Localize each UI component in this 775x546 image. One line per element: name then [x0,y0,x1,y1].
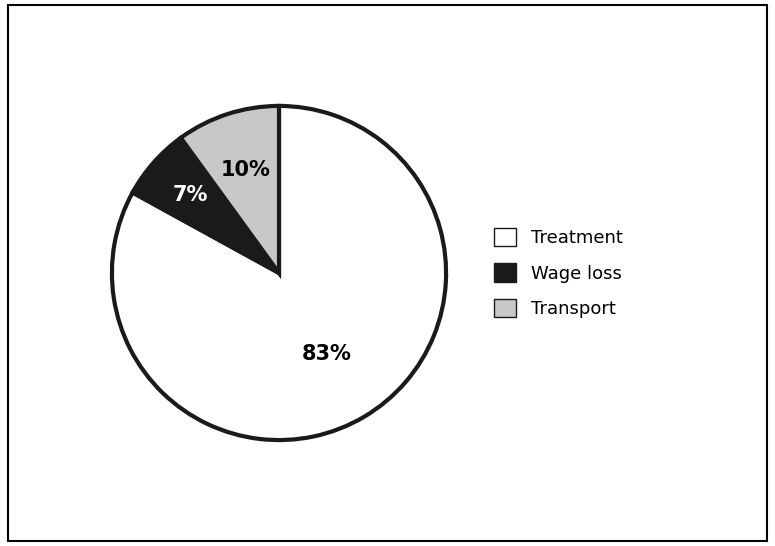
Wedge shape [181,106,279,273]
Wedge shape [112,106,446,440]
Text: 10%: 10% [221,160,270,180]
Wedge shape [133,138,279,273]
Legend: Treatment, Wage loss, Transport: Treatment, Wage loss, Transport [494,228,622,318]
Text: 7%: 7% [173,185,208,205]
Text: 83%: 83% [302,344,352,364]
